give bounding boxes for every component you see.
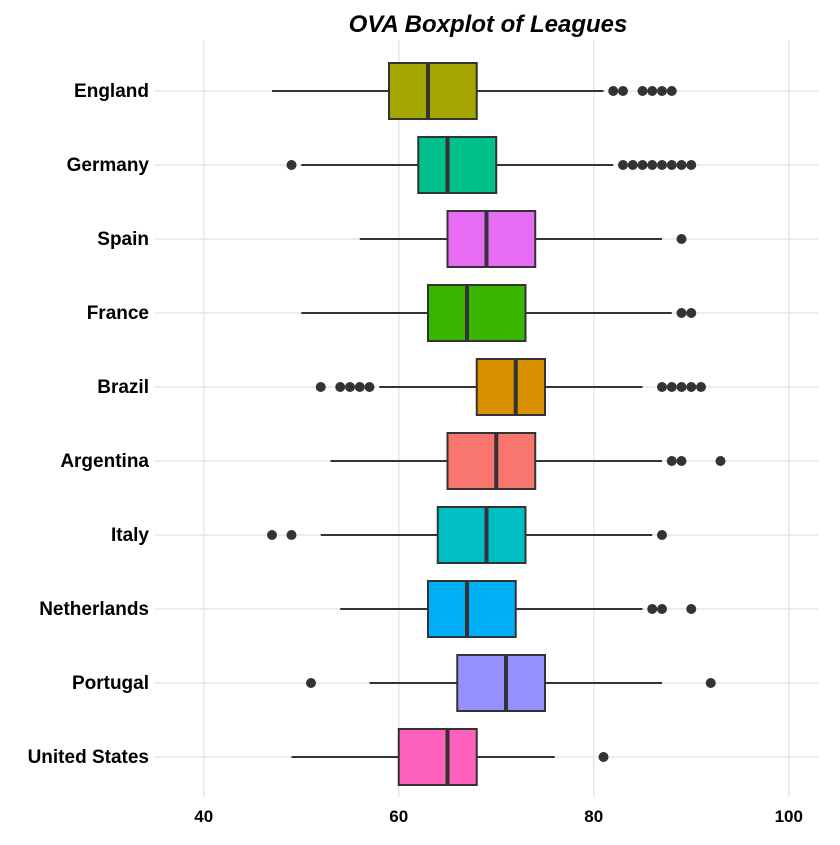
- chart-title: OVA Boxplot of Leagues: [349, 11, 628, 38]
- x-tick-label: 60: [389, 807, 408, 826]
- x-tick-label: 100: [775, 807, 803, 826]
- outlier-point: [345, 382, 355, 392]
- outlier-point: [608, 86, 619, 96]
- outlier-point: [335, 382, 346, 392]
- outlier-point: [647, 160, 658, 170]
- outlier-point: [676, 382, 687, 392]
- box-netherlands: [427, 580, 517, 638]
- outlier-point: [306, 678, 316, 688]
- outlier-point: [364, 382, 375, 392]
- outlier-point: [686, 308, 697, 318]
- outlier-point: [676, 456, 687, 466]
- outlier-point: [315, 382, 326, 392]
- box-argentina: [446, 432, 537, 490]
- box-layer: [267, 62, 726, 786]
- outlier-point: [286, 530, 297, 540]
- outlier-point: [637, 86, 648, 96]
- outlier-point: [647, 604, 658, 614]
- y-category-label: Portugal: [72, 673, 149, 694]
- y-category-label: Brazil: [97, 377, 149, 398]
- outlier-point: [705, 678, 716, 688]
- outlier-point: [715, 456, 726, 466]
- y-category-label: France: [87, 303, 149, 324]
- y-category-label: Netherlands: [39, 599, 149, 620]
- outlier-point: [647, 86, 658, 96]
- box-united-states: [397, 728, 478, 786]
- outlier-point: [666, 456, 677, 466]
- box-germany: [417, 136, 498, 194]
- y-category-label: Spain: [97, 229, 149, 250]
- x-tick-label: 80: [584, 807, 603, 826]
- outlier-point: [696, 382, 706, 392]
- outlier-point: [676, 160, 687, 170]
- outlier-point: [267, 530, 277, 540]
- outlier-point: [286, 160, 297, 170]
- outlier-point: [637, 160, 648, 170]
- outlier-point: [657, 160, 667, 170]
- label-layer: 40 60 80 100 England Germany Spain France Brazil…: [28, 81, 803, 826]
- box-portugal: [456, 654, 546, 712]
- y-category-label: Argentina: [60, 451, 149, 472]
- outlier-point: [686, 160, 697, 170]
- outlier-point: [354, 382, 365, 392]
- box-england: [388, 62, 478, 120]
- outlier-point: [618, 86, 628, 96]
- outlier-point: [686, 382, 697, 392]
- y-category-label: Germany: [67, 155, 150, 176]
- outlier-point: [598, 752, 609, 762]
- outlier-point: [666, 382, 677, 392]
- box-france: [427, 284, 527, 342]
- outlier-point: [676, 234, 687, 244]
- y-category-label: Italy: [111, 525, 149, 546]
- box-brazil: [475, 358, 546, 416]
- x-tick-label: 40: [194, 807, 213, 826]
- outlier-point: [618, 160, 628, 170]
- outlier-point: [657, 604, 667, 614]
- outlier-point: [686, 604, 697, 614]
- outlier-point: [657, 382, 667, 392]
- outlier-point: [666, 160, 677, 170]
- outlier-point: [657, 530, 667, 540]
- y-category-label: England: [74, 81, 149, 102]
- outlier-point: [666, 86, 677, 96]
- outlier-point: [676, 308, 687, 318]
- y-category-label: United States: [28, 747, 149, 768]
- outlier-point: [657, 86, 667, 96]
- box-spain: [446, 210, 537, 268]
- outlier-point: [627, 160, 638, 170]
- box-italy: [436, 506, 527, 564]
